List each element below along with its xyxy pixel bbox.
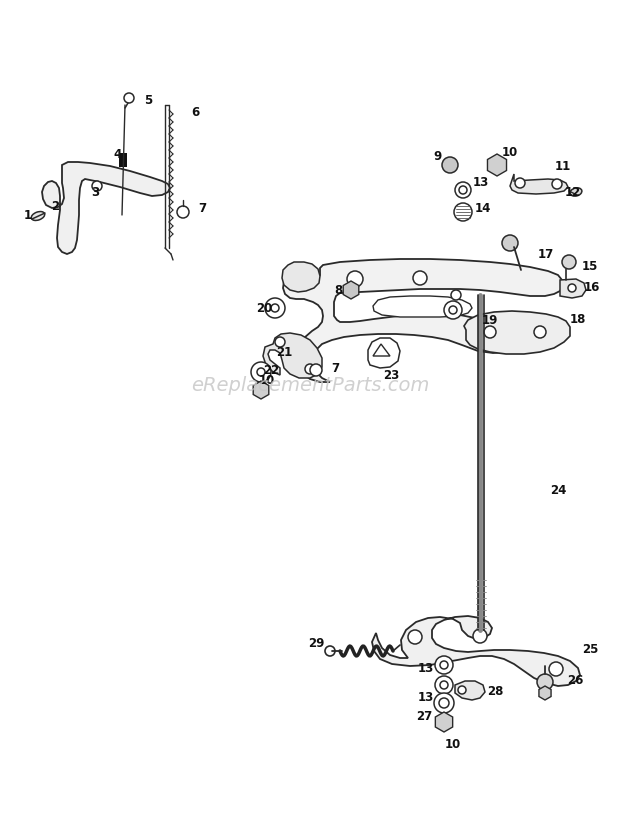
Circle shape [265, 298, 285, 318]
Polygon shape [282, 262, 320, 292]
Circle shape [455, 182, 471, 198]
Ellipse shape [31, 212, 45, 221]
Text: 13: 13 [473, 177, 489, 189]
Polygon shape [42, 162, 170, 254]
Text: 17: 17 [538, 247, 554, 261]
Text: 22: 22 [263, 364, 279, 377]
Text: 15: 15 [582, 260, 598, 272]
Circle shape [124, 93, 134, 103]
Circle shape [515, 178, 525, 188]
Ellipse shape [570, 188, 582, 196]
Text: 10: 10 [259, 374, 275, 387]
Text: 25: 25 [582, 642, 598, 656]
Circle shape [325, 646, 335, 656]
Circle shape [449, 306, 457, 314]
Text: 5: 5 [144, 94, 152, 106]
Text: 3: 3 [91, 185, 99, 198]
Circle shape [568, 284, 576, 292]
Text: 1: 1 [24, 208, 32, 222]
Circle shape [444, 301, 462, 319]
Circle shape [562, 255, 576, 269]
Text: 29: 29 [308, 637, 324, 650]
Polygon shape [435, 712, 453, 732]
Circle shape [537, 674, 553, 690]
Circle shape [305, 364, 315, 374]
Text: 19: 19 [482, 314, 498, 326]
Circle shape [454, 203, 472, 221]
Text: 8: 8 [334, 284, 342, 296]
Circle shape [275, 337, 285, 347]
Text: 18: 18 [570, 313, 586, 325]
Polygon shape [368, 338, 400, 368]
Circle shape [408, 630, 422, 644]
Circle shape [271, 304, 279, 312]
Circle shape [310, 364, 322, 376]
Circle shape [442, 157, 458, 173]
Circle shape [92, 181, 102, 191]
Polygon shape [263, 333, 322, 378]
Circle shape [451, 290, 461, 300]
Text: 28: 28 [487, 685, 503, 697]
Text: 6: 6 [191, 105, 199, 119]
Text: 13: 13 [418, 691, 434, 704]
Bar [119, 153, 127, 167]
Text: 20: 20 [256, 301, 272, 315]
Circle shape [458, 686, 466, 694]
Polygon shape [464, 311, 570, 354]
Circle shape [440, 681, 448, 689]
Text: 26: 26 [567, 673, 583, 686]
Text: 7: 7 [331, 362, 339, 374]
Circle shape [347, 271, 363, 287]
Text: 13: 13 [418, 662, 434, 675]
Circle shape [435, 676, 453, 694]
Circle shape [440, 661, 448, 669]
Text: 7: 7 [198, 202, 206, 214]
Circle shape [439, 698, 449, 708]
Circle shape [484, 326, 496, 338]
Text: 24: 24 [550, 484, 566, 496]
Circle shape [549, 662, 563, 676]
Polygon shape [510, 174, 568, 194]
Polygon shape [372, 616, 580, 686]
Circle shape [413, 271, 427, 285]
Circle shape [251, 362, 271, 382]
Polygon shape [560, 279, 586, 298]
Circle shape [435, 656, 453, 674]
Text: 10: 10 [445, 738, 461, 750]
Text: 12: 12 [565, 185, 581, 198]
Text: eReplacementParts.com: eReplacementParts.com [191, 377, 429, 395]
Polygon shape [539, 686, 551, 700]
Polygon shape [373, 296, 472, 317]
Polygon shape [373, 344, 390, 356]
Polygon shape [455, 681, 485, 700]
Circle shape [552, 179, 562, 189]
Text: 21: 21 [276, 345, 292, 359]
Polygon shape [253, 381, 269, 399]
Text: 16: 16 [584, 281, 600, 294]
Text: 23: 23 [383, 369, 399, 382]
Circle shape [177, 206, 189, 218]
Circle shape [473, 629, 487, 643]
Circle shape [502, 235, 518, 251]
Circle shape [434, 693, 454, 713]
Circle shape [534, 326, 546, 338]
Text: 2: 2 [51, 199, 59, 212]
Polygon shape [283, 259, 563, 382]
Polygon shape [343, 281, 359, 299]
Text: 14: 14 [475, 202, 491, 214]
Circle shape [459, 186, 467, 194]
Text: 11: 11 [555, 159, 571, 173]
Text: 27: 27 [416, 710, 432, 722]
Text: 10: 10 [502, 145, 518, 159]
Polygon shape [487, 154, 507, 176]
Text: 4: 4 [114, 149, 122, 162]
Text: 9: 9 [434, 150, 442, 164]
Circle shape [257, 368, 265, 376]
